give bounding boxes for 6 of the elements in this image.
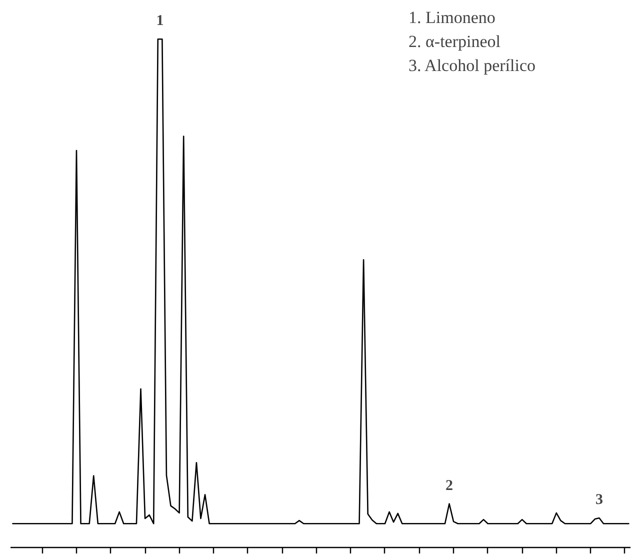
annotation: 2. α-terpineol	[408, 32, 501, 51]
text: 1. Limoneno	[408, 8, 496, 27]
annotation: 1	[156, 13, 164, 30]
annotation: 3	[595, 492, 603, 508]
annotation: 3. Alcohol perílico	[408, 56, 536, 75]
annotation: 2	[446, 478, 454, 494]
